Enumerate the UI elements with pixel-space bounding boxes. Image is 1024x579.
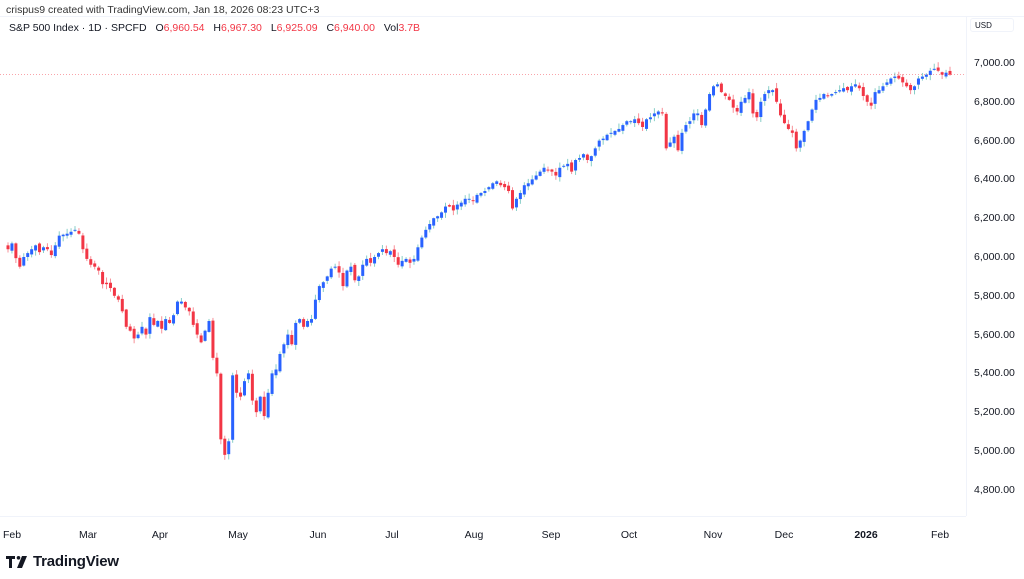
chart-credit: crispus9 created with TradingView.com, J… bbox=[6, 4, 320, 16]
open-label: O bbox=[155, 22, 164, 34]
tradingview-logo-icon bbox=[6, 555, 27, 568]
price-tick: 7,000.00 bbox=[974, 57, 1015, 69]
brand-name: TradingView bbox=[33, 553, 119, 570]
chart-frame bbox=[0, 16, 1024, 537]
high-value: 6,967.30 bbox=[221, 22, 262, 34]
candlestick-series bbox=[0, 62, 966, 460]
symbol-name[interactable]: S&P 500 Index · 1D · SPCFD bbox=[9, 22, 147, 34]
low-value: 6,925.09 bbox=[276, 22, 318, 34]
time-tick: Feb bbox=[930, 529, 950, 541]
volume-value: 3.7B bbox=[398, 22, 421, 34]
price-tick: 4,800.00 bbox=[974, 483, 1015, 496]
low-label: L bbox=[270, 22, 277, 34]
time-tick: Dec bbox=[774, 529, 794, 541]
time-tick: Feb bbox=[2, 529, 22, 541]
price-tick: 5,600.00 bbox=[974, 328, 1015, 341]
price-axis[interactable] bbox=[966, 16, 1024, 516]
high-label: H bbox=[213, 22, 222, 34]
time-tick: Sep bbox=[541, 529, 561, 541]
price-tick: 6,000.00 bbox=[974, 250, 1015, 263]
price-tick: 6,400.00 bbox=[974, 173, 1015, 186]
open-value: 6,960.54 bbox=[163, 22, 205, 34]
price-tick: 5,400.00 bbox=[974, 367, 1015, 380]
tradingview-logo: TradingView bbox=[6, 553, 119, 570]
price-tick: 5,000.00 bbox=[974, 444, 1015, 457]
time-tick: Jun bbox=[309, 529, 327, 541]
time-tick: Nov bbox=[703, 529, 723, 541]
time-tick: May bbox=[228, 529, 248, 541]
time-tick: Mar bbox=[78, 529, 98, 541]
volume-label: Vol bbox=[383, 22, 399, 34]
price-tick: 6,800.00 bbox=[974, 95, 1015, 108]
price-tick: 6,600.00 bbox=[974, 134, 1015, 147]
price-tick: 5,800.00 bbox=[974, 289, 1015, 302]
close-label: C bbox=[326, 22, 335, 34]
time-axis[interactable] bbox=[0, 516, 966, 537]
close-value: 6,940.00 bbox=[334, 22, 375, 34]
time-tick: Aug bbox=[464, 529, 484, 541]
time-tick: Jul bbox=[385, 529, 399, 541]
currency-label[interactable]: USD bbox=[970, 18, 1014, 32]
time-tick: Apr bbox=[151, 529, 169, 541]
price-tick: 5,200.00 bbox=[974, 406, 1015, 419]
time-tick: 2026 bbox=[854, 529, 878, 541]
price-tick: 6,200.00 bbox=[974, 212, 1015, 225]
symbol-legend: S&P 500 Index · 1D · SPCFD O6,960.54 H6,… bbox=[9, 22, 420, 34]
time-tick: Oct bbox=[620, 529, 638, 541]
